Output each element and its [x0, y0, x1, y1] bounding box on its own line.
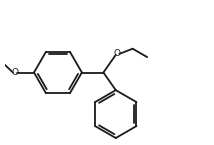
Text: O: O — [12, 68, 19, 77]
Text: O: O — [113, 49, 120, 58]
